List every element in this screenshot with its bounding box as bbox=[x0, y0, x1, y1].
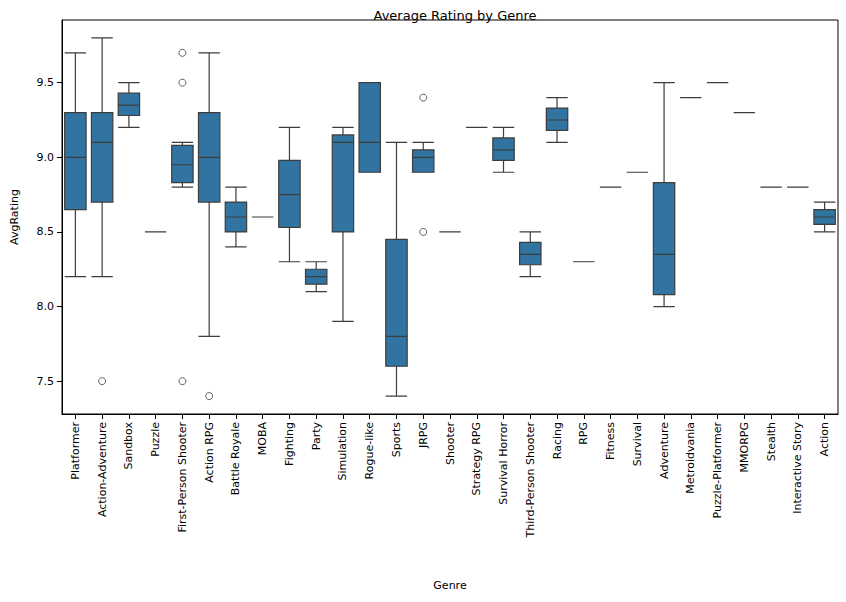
svg-text:Fighting: Fighting bbox=[283, 422, 296, 466]
svg-text:Battle Royale: Battle Royale bbox=[229, 422, 242, 495]
svg-text:Simulation: Simulation bbox=[336, 422, 349, 481]
svg-text:Adventure: Adventure bbox=[658, 422, 671, 479]
svg-text:AvgRating: AvgRating bbox=[8, 189, 21, 245]
svg-text:JRPG: JRPG bbox=[417, 422, 430, 449]
svg-text:MOBA: MOBA bbox=[256, 422, 269, 456]
svg-text:Sports: Sports bbox=[390, 422, 403, 458]
svg-text:Fitness: Fitness bbox=[604, 422, 617, 460]
svg-text:MMORPG: MMORPG bbox=[738, 422, 751, 472]
svg-text:Puzzle-Platformer: Puzzle-Platformer bbox=[711, 422, 724, 519]
svg-text:Racing: Racing bbox=[551, 422, 564, 459]
svg-text:RPG: RPG bbox=[577, 422, 590, 445]
svg-text:First-Person Shooter: First-Person Shooter bbox=[176, 422, 189, 533]
svg-text:Average Rating by Genre: Average Rating by Genre bbox=[373, 8, 536, 23]
svg-text:Puzzle: Puzzle bbox=[149, 422, 162, 457]
svg-text:Party: Party bbox=[310, 422, 323, 451]
svg-text:Survival: Survival bbox=[631, 422, 644, 466]
svg-text:9.0: 9.0 bbox=[37, 151, 55, 164]
svg-text:8.5: 8.5 bbox=[37, 225, 55, 238]
svg-text:Genre: Genre bbox=[433, 579, 467, 592]
svg-text:8.0: 8.0 bbox=[37, 300, 55, 313]
svg-text:Action RPG: Action RPG bbox=[203, 422, 216, 483]
svg-text:Stealth: Stealth bbox=[765, 422, 778, 461]
svg-text:Action-Adventure: Action-Adventure bbox=[96, 422, 109, 517]
svg-text:Platformer: Platformer bbox=[69, 422, 82, 480]
svg-text:Metroidvania: Metroidvania bbox=[684, 422, 697, 494]
svg-text:Strategy RPG: Strategy RPG bbox=[470, 422, 483, 495]
svg-text:Survival Horror: Survival Horror bbox=[497, 422, 510, 505]
svg-text:Action: Action bbox=[818, 422, 831, 456]
svg-text:Third-Person Shooter: Third-Person Shooter bbox=[524, 422, 537, 539]
svg-text:Shooter: Shooter bbox=[444, 422, 457, 465]
svg-text:Interactive Story: Interactive Story bbox=[791, 422, 804, 514]
svg-text:Sandbox: Sandbox bbox=[122, 422, 135, 470]
svg-text:Rogue-like: Rogue-like bbox=[363, 422, 376, 480]
svg-text:7.5: 7.5 bbox=[37, 375, 55, 388]
svg-text:9.5: 9.5 bbox=[37, 76, 55, 89]
